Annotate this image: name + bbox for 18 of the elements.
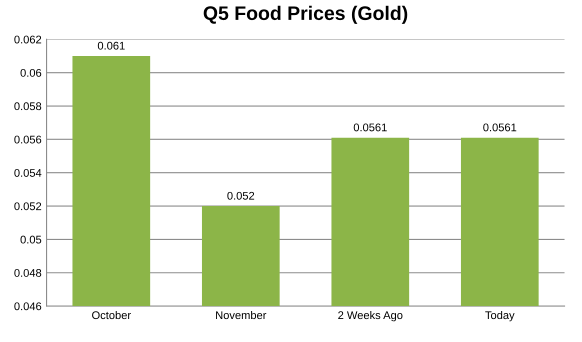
x-tick-label: Today	[485, 310, 515, 322]
x-tick-label: October	[92, 310, 131, 320]
data-label: 0.061	[98, 42, 125, 50]
y-tick-label: 0.058	[14, 102, 42, 110]
y-tick-label: 0.054	[14, 168, 42, 177]
y-tick-label: 0.048	[14, 269, 42, 277]
y-tick-label: 0.046	[14, 302, 42, 310]
y-tick-label: 0.052	[14, 202, 42, 210]
y-tick-label: 0.05	[20, 236, 42, 244]
y-tick-label: 0.06	[20, 68, 42, 77]
x-tick-label: 2 Weeks Ago	[338, 310, 402, 322]
chart-title: Q5 Food Prices (Gold)	[204, 6, 408, 24]
data-label: 0.0561	[354, 123, 387, 132]
y-tick-label: 0.056	[14, 136, 42, 144]
data-label: 0.052	[227, 192, 254, 200]
data-label: 0.0561	[483, 123, 516, 132]
y-tick-label: 0.062	[14, 36, 42, 44]
x-tick-label: November	[216, 310, 266, 320]
